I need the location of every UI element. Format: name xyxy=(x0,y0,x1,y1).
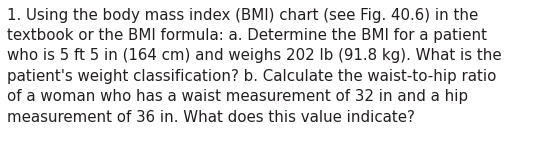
Text: 1. Using the body mass index (BMI) chart (see Fig. 40.6) in the
textbook or the : 1. Using the body mass index (BMI) chart… xyxy=(7,8,502,125)
